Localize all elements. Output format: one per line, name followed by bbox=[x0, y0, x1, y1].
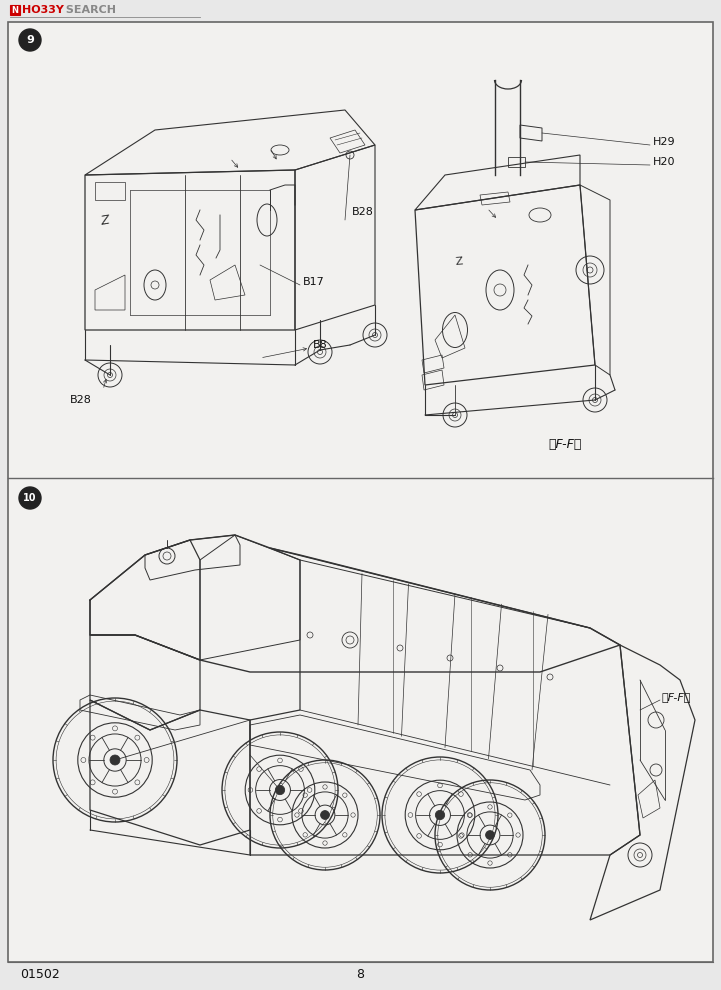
Circle shape bbox=[110, 755, 120, 765]
Text: B8: B8 bbox=[313, 340, 328, 350]
Circle shape bbox=[486, 831, 495, 840]
Text: 《F-F》: 《F-F》 bbox=[548, 439, 582, 451]
Circle shape bbox=[19, 487, 41, 509]
Text: 9: 9 bbox=[26, 35, 34, 45]
Text: 8: 8 bbox=[356, 968, 364, 981]
Bar bbox=[10, 5, 20, 15]
Circle shape bbox=[435, 811, 445, 820]
Text: HO33Y: HO33Y bbox=[22, 5, 64, 15]
Text: B17: B17 bbox=[303, 277, 324, 287]
Circle shape bbox=[19, 29, 41, 51]
Text: H20: H20 bbox=[653, 157, 676, 167]
Circle shape bbox=[275, 785, 285, 795]
Text: 《F-F》: 《F-F》 bbox=[662, 692, 691, 702]
Text: H29: H29 bbox=[653, 137, 676, 147]
Text: B28: B28 bbox=[70, 395, 92, 405]
Text: Z: Z bbox=[455, 256, 464, 267]
Text: SEARCH: SEARCH bbox=[62, 5, 116, 15]
Text: Z: Z bbox=[100, 214, 111, 228]
Text: 01502: 01502 bbox=[20, 968, 60, 981]
Circle shape bbox=[321, 811, 329, 820]
Text: B28: B28 bbox=[352, 207, 374, 217]
Text: 10: 10 bbox=[23, 493, 37, 503]
Text: N: N bbox=[11, 6, 18, 15]
